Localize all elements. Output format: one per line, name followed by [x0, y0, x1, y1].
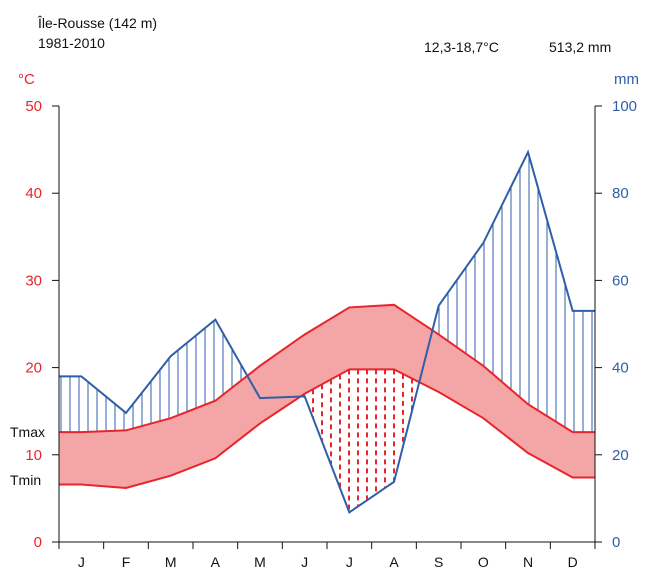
wet-period-hatching	[60, 155, 593, 433]
tmin-line	[59, 368, 595, 489]
left-tick-label: 10	[25, 447, 42, 464]
month-label: F	[122, 554, 131, 570]
left-tick-label: 40	[25, 185, 42, 202]
right-tick-label: 60	[612, 272, 629, 289]
precipitation-total: 513,2 mm	[549, 39, 611, 55]
left-axis-unit: °C	[18, 71, 35, 88]
right-tick-label: 20	[612, 447, 629, 464]
right-tick-label: 40	[612, 360, 629, 377]
month-label: S	[434, 554, 443, 570]
tmin-label: Tmin	[10, 472, 41, 488]
month-label: A	[211, 554, 221, 570]
right-axis-unit: mm	[614, 71, 639, 88]
month-label: O	[478, 554, 489, 570]
right-tick-label: 100	[612, 98, 637, 115]
dry-period-dots	[303, 369, 413, 512]
tmax-label: Tmax	[10, 424, 45, 440]
month-label: N	[523, 554, 533, 570]
axes	[52, 105, 602, 549]
tmax-line	[59, 303, 595, 434]
temperature-range: 12,3-18,7°C	[424, 39, 499, 55]
month-label: D	[568, 554, 578, 570]
precipitation-line	[59, 149, 595, 514]
left-tick-label: 20	[25, 360, 42, 377]
right-tick-label: 0	[612, 534, 620, 551]
month-label: A	[389, 554, 399, 570]
right-tick-label: 80	[612, 185, 629, 202]
series-lines	[59, 149, 595, 514]
period-subtitle: 1981-2010	[38, 35, 105, 51]
month-label: J	[346, 554, 353, 570]
month-label: J	[78, 554, 85, 570]
left-tick-label: 30	[25, 272, 42, 289]
tick-labels: 0 10 20 30 40 50 0 20 40 60 80 100 J F M A M J J A S O N D	[25, 98, 637, 570]
left-tick-label: 0	[34, 534, 42, 551]
left-tick-label: 50	[25, 98, 42, 115]
month-label: M	[254, 554, 266, 570]
station-title: Île-Rousse (142 m)	[37, 15, 157, 31]
month-label: J	[301, 554, 308, 570]
month-label: M	[165, 554, 177, 570]
